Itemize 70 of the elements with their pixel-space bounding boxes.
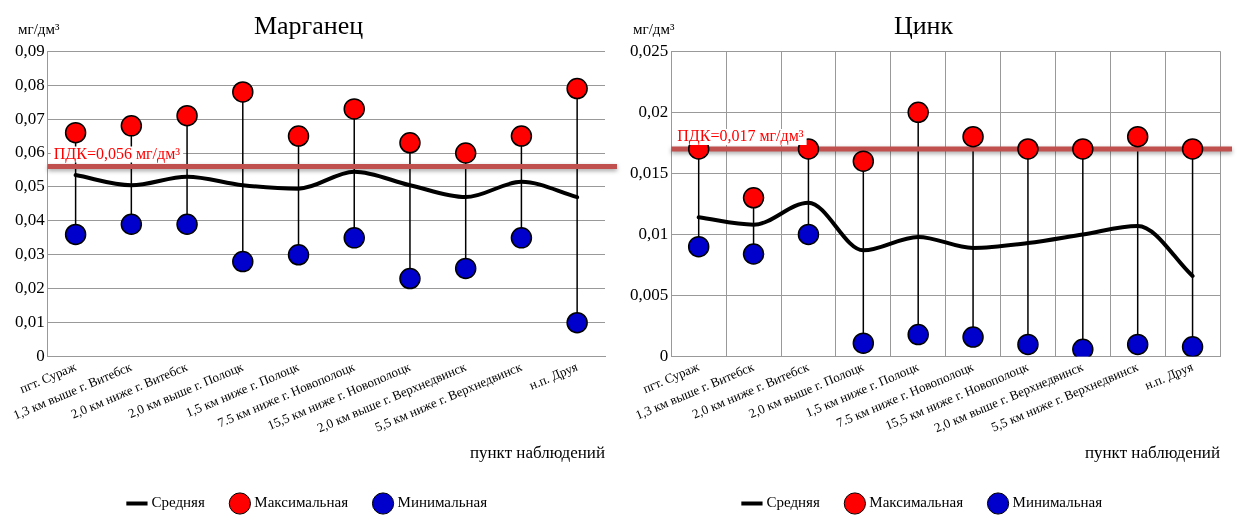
- point: [907, 323, 929, 346]
- y-tick-label: 0,04: [15, 210, 46, 230]
- point: [232, 250, 254, 273]
- y-tick-label: 0,07: [15, 108, 46, 128]
- legend-label: Минимальная: [1012, 494, 1103, 511]
- point: [687, 235, 710, 258]
- y-tick-label: 0,02: [15, 278, 45, 298]
- point: [287, 125, 310, 147]
- point: [1017, 333, 1039, 356]
- chart-title: Цинк: [893, 11, 954, 41]
- y-axis-title: мг/дм³: [633, 20, 675, 37]
- point: [742, 187, 765, 209]
- legend-label: Средняя: [151, 494, 205, 511]
- point: [797, 223, 820, 246]
- point: [399, 132, 421, 154]
- y-tick-label: 0,025: [630, 40, 669, 60]
- point: [1126, 125, 1149, 148]
- point: [1126, 333, 1149, 356]
- point: [742, 243, 765, 265]
- legend-label: Максимальная: [254, 494, 349, 511]
- legend-label: Средняя: [766, 494, 820, 511]
- point: [852, 332, 875, 354]
- x-tick-label: н.п. Друя: [1142, 358, 1196, 393]
- point: [962, 326, 984, 348]
- point: [120, 115, 143, 137]
- point: [852, 150, 875, 172]
- chart-title: Марганец: [253, 11, 364, 41]
- y-tick-label: 0,01: [638, 223, 669, 243]
- y-tick-label: 0,03: [15, 244, 45, 264]
- y-tick-label: 0,08: [15, 74, 45, 94]
- point: [1017, 138, 1039, 160]
- point: [287, 244, 310, 266]
- point: [1181, 138, 1204, 160]
- point: [120, 213, 143, 236]
- point: [176, 104, 198, 127]
- point: [1072, 338, 1094, 357]
- ref-line-label: ПДК=0,056 мг/дм³: [53, 144, 181, 163]
- y-tick-label: 0,02: [638, 101, 669, 121]
- point: [343, 227, 365, 249]
- y-tick-label: 0: [659, 346, 669, 366]
- point: [454, 142, 477, 164]
- point: [176, 213, 198, 236]
- y-tick-label: 0,005: [630, 284, 669, 304]
- point: [907, 101, 929, 124]
- point: [232, 81, 254, 103]
- y-tick-label: 0,05: [15, 176, 45, 196]
- legend-label: Минимальная: [397, 494, 488, 511]
- y-tick-label: 0,015: [630, 162, 669, 182]
- point: [454, 257, 477, 280]
- y-tick-label: 0,06: [15, 142, 45, 162]
- point: [64, 223, 87, 246]
- point: [1181, 336, 1204, 357]
- y-tick-label: 0,01: [15, 312, 45, 332]
- point: [510, 227, 533, 249]
- point: [962, 125, 984, 148]
- ref-line-label: ПДК=0,017 мг/дм³: [677, 127, 804, 146]
- x-axis-title: пункт наблюдений: [1084, 443, 1220, 463]
- point: [566, 77, 588, 100]
- point: [343, 98, 365, 120]
- x-axis-title: пункт наблюдений: [469, 443, 605, 463]
- point: [399, 267, 421, 290]
- point: [510, 125, 533, 147]
- x-tick-label: н.п. Друя: [526, 358, 580, 393]
- point: [566, 311, 588, 334]
- point: [64, 121, 87, 144]
- y-tick-label: 0,09: [15, 40, 45, 60]
- point: [1072, 138, 1094, 160]
- legend-label: Максимальная: [869, 494, 964, 511]
- y-axis-title: мг/дм³: [18, 20, 60, 37]
- y-tick-label: 0: [36, 346, 45, 366]
